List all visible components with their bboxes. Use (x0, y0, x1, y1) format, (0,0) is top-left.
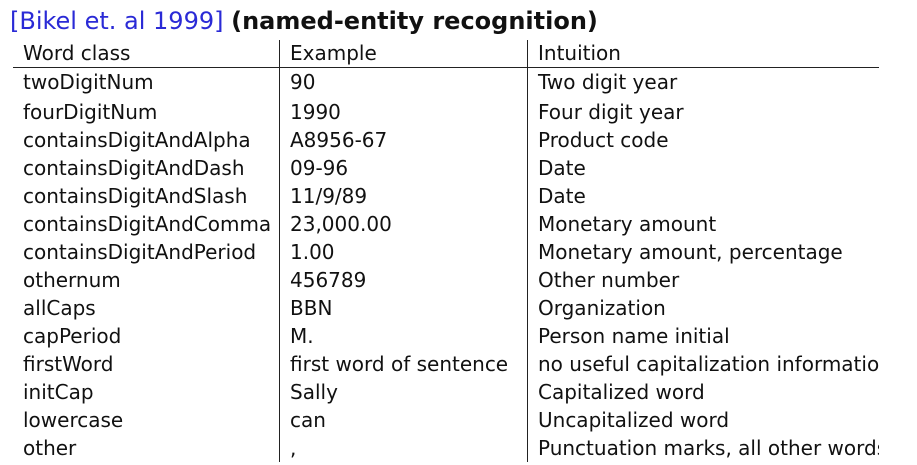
table-row: other , Punctuation marks, all other wor… (13, 434, 879, 462)
word-class-cell: lowercase (23, 408, 124, 432)
citation-text: [Bikel et. al 1999] (10, 7, 224, 35)
example-cell: 90 (279, 67, 528, 96)
intuition-cell: Uncapitalized word (527, 406, 879, 434)
intuition-cell: Person name initial (527, 322, 879, 350)
table-row: firstWord first word of sentence no usef… (13, 350, 879, 378)
table-row: containsDigitAndSlash 11/9/89 Date (13, 182, 879, 210)
example-cell: M. (279, 322, 528, 350)
table-row: lowercase can Uncapitalized word (13, 406, 879, 434)
word-class-cell: twoDigitNum (23, 70, 154, 94)
example-cell: can (279, 406, 528, 434)
table-row: allCaps BBN Organization (13, 294, 879, 322)
example-cell: A8956-67 (279, 126, 528, 154)
intuition-cell: Date (527, 182, 879, 210)
word-class-cell: allCaps (23, 296, 96, 320)
example-cell: 456789 (279, 266, 528, 294)
intuition-cell: Monetary amount, percentage (527, 238, 879, 266)
word-class-cell: containsDigitAndDash (23, 156, 245, 180)
word-class-cell: other (23, 436, 77, 460)
topic-text: (named-entity recognition) (231, 7, 598, 35)
table-row: containsDigitAndComma 23,000.00 Monetary… (13, 210, 879, 238)
intuition-cell: Product code (527, 126, 879, 154)
word-class-cell: firstWord (23, 352, 114, 376)
example-cell: first word of sentence (279, 350, 528, 378)
intuition-cell: Four digit year (527, 96, 879, 126)
header-word-class: Word class (13, 40, 280, 68)
intuition-cell: Monetary amount (527, 210, 879, 238)
intuition-cell: Organization (527, 294, 879, 322)
intuition-cell: no useful capitalization information (527, 350, 879, 378)
word-class-table: Word class Example Intuition twoDigitNum… (13, 40, 879, 462)
table-row: othernum 456789 Other number (13, 266, 879, 294)
table-row: capPeriod M. Person name initial (13, 322, 879, 350)
slide-title: [Bikel et. al 1999] (named-entity recogn… (10, 4, 598, 38)
table-row: initCap Sally Capitalized word (13, 378, 879, 406)
word-class-cell: containsDigitAndAlpha (23, 128, 251, 152)
example-cell: 23,000.00 (279, 210, 528, 238)
example-cell: 09-96 (279, 154, 528, 182)
intuition-cell: Capitalized word (527, 378, 879, 406)
example-cell: Sally (279, 378, 528, 406)
header-example: Example (279, 40, 528, 68)
word-class-cell: containsDigitAndComma (23, 212, 272, 236)
word-class-cell: othernum (23, 268, 121, 292)
example-cell: 11/9/89 (279, 182, 528, 210)
table-row: containsDigitAndDash 09-96 Date (13, 154, 879, 182)
intuition-cell: Two digit year (527, 67, 879, 96)
word-class-cell: fourDigitNum (23, 100, 158, 124)
example-cell: 1.00 (279, 238, 528, 266)
header-intuition: Intuition (527, 40, 879, 68)
intuition-cell: Date (527, 154, 879, 182)
header-row: Word class Example Intuition (13, 40, 879, 68)
intuition-cell: Punctuation marks, all other words (527, 434, 879, 462)
table-row: twoDigitNum 90 Two digit year (13, 67, 879, 96)
word-class-cell: containsDigitAndSlash (23, 184, 248, 208)
table-row: containsDigitAndAlpha A8956-67 Product c… (13, 126, 879, 154)
example-cell: 1990 (279, 96, 528, 126)
example-cell: BBN (279, 294, 528, 322)
word-class-cell: capPeriod (23, 324, 122, 348)
intuition-cell: Other number (527, 266, 879, 294)
word-class-cell: containsDigitAndPeriod (23, 240, 257, 264)
table-row: containsDigitAndPeriod 1.00 Monetary amo… (13, 238, 879, 266)
example-cell: , (279, 434, 528, 462)
word-class-cell: initCap (23, 380, 94, 404)
table-row: fourDigitNum 1990 Four digit year (13, 96, 879, 126)
